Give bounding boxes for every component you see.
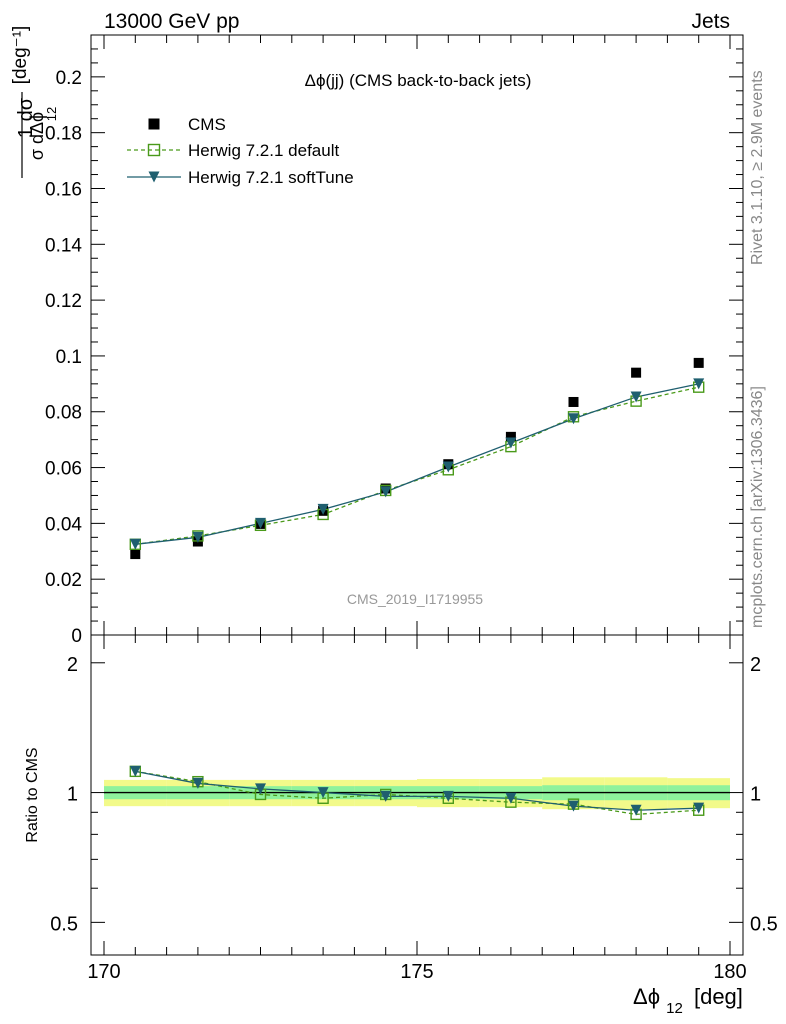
data-point-cms: [631, 367, 642, 378]
rivet-label: Rivet 3.1.10, ≥ 2.9M events: [749, 70, 766, 265]
ratio-y-tick-label: 2: [67, 654, 78, 676]
data-point-herwig-softtune: [317, 503, 329, 515]
y-tick-label: 0.02: [45, 570, 82, 591]
y-tick-label: 0.04: [45, 514, 82, 535]
ratio-point-herwig-softtune: [630, 804, 642, 816]
ratio-axis-ticks: 170 175 180 0.5 0.5 1 1 2 2: [50, 635, 778, 983]
x-tick-label: 180: [713, 961, 746, 983]
data-point-cms: [130, 549, 141, 560]
ratio-y-tick-label: 0.5: [50, 913, 78, 935]
legend-marker-herwig-softtune: [148, 171, 160, 183]
y-tick-label: 0.16: [45, 179, 82, 200]
main-axis-ticks: 0 0.02 0.04 0.06 0.08 0.1 0.12 0.14 0.16 0.18 0.2: [45, 35, 743, 647]
x-tick-label: 175: [400, 961, 433, 983]
ratio-y-tick-label-right: 2: [750, 654, 761, 676]
legend-label: CMS: [188, 115, 226, 134]
ratio-point-herwig-softtune: [192, 777, 204, 789]
data-point-herwig-softtune: [693, 378, 705, 390]
ratio-line-solid: [135, 770, 699, 811]
legend-marker-cms: [148, 118, 160, 130]
y-label-denominator: σ dΔϕ: [27, 112, 47, 160]
main-plot-content: [129, 357, 705, 560]
ratio-point-herwig-softtune: [568, 800, 579, 812]
ratio-point-herwig-softtune: [380, 790, 392, 802]
x-tick-label: 170: [87, 961, 120, 983]
ratio-point-herwig-softtune: [505, 792, 517, 804]
ratio-point-herwig-softtune: [129, 765, 141, 777]
ratio-y-tick-label-right: 0.5: [750, 913, 778, 935]
ratio-point-herwig-softtune: [317, 787, 329, 799]
data-point-herwig-softtune: [505, 437, 517, 449]
ratio-point-herwig-softtune: [442, 790, 454, 802]
y-label-unit: [deg⁻¹]: [10, 26, 31, 85]
data-point-herwig-softtune: [630, 391, 642, 403]
legend: CMS Herwig 7.2.1 default Herwig 7.2.1 soft…: [127, 115, 354, 187]
data-point-herwig-softtune: [380, 486, 392, 498]
mcplots-label: mcplots.cern.ch [arXiv:1306.3436]: [749, 386, 766, 628]
data-point-herwig-softtune: [129, 538, 141, 550]
ratio-y-tick-label-right: 1: [750, 784, 761, 806]
series-line-solid: [135, 383, 699, 545]
data-point-herwig-softtune: [442, 461, 454, 473]
header-right: Jets: [691, 10, 730, 33]
data-point-cms: [568, 396, 579, 407]
y-tick-label: 0.14: [45, 235, 82, 256]
data-point-herwig-softtune: [255, 517, 266, 529]
ratio-y-tick-label: 1: [67, 784, 78, 806]
ratio-point-herwig-softtune: [693, 802, 705, 814]
svg-text:Δϕ 12 [deg]: Δϕ 12 [deg]: [633, 984, 743, 1018]
ratio-line-dashed: [135, 770, 699, 816]
ratio-y-label: Ratio to CMS: [24, 747, 41, 842]
x-label-unit: [deg]: [694, 984, 743, 1009]
legend-label: Herwig 7.2.1 softTune: [188, 168, 354, 187]
ratio-point-herwig-softtune: [255, 783, 266, 795]
header-left: 13000 GeV pp: [104, 10, 239, 33]
plot-title: Δϕ(jj) (CMS back-to-back jets): [305, 71, 532, 90]
y-tick-label: 0.06: [45, 459, 82, 480]
legend-label: Herwig 7.2.1 default: [188, 141, 339, 160]
y-label-sub: 12: [44, 107, 59, 121]
data-point-herwig-softtune: [568, 413, 579, 425]
x-label-sub: 12: [666, 1000, 683, 1017]
y-label-fraction: 1 dσ: [15, 97, 37, 138]
y-tick-label: 0.2: [56, 68, 82, 89]
data-point-herwig-softtune: [192, 531, 204, 543]
main-y-label: 1 dσ σ dΔϕ 12 [deg⁻¹]: [10, 26, 59, 178]
ratio-panel: 170 175 180 0.5 0.5 1 1 2 2 Ratio to CMS: [24, 634, 778, 983]
series-line-dashed: [135, 386, 699, 545]
y-tick-label: 0.12: [45, 291, 82, 312]
main-panel: 00.020.040.060.080.10.120.140.160.180.2 …: [45, 34, 744, 647]
y-tick-label: 0: [71, 626, 82, 647]
x-label-symbol: Δϕ: [633, 984, 660, 1009]
y-tick-label: 0.1: [56, 347, 82, 368]
x-axis-label: Δϕ 12 [deg]: [633, 984, 743, 1018]
legend-marker-herwig-default: [147, 143, 161, 157]
data-point-cms: [505, 431, 516, 442]
analysis-id: CMS_2019_I1719955: [347, 591, 483, 607]
y-tick-label: 0.08: [45, 403, 82, 424]
data-point-cms: [693, 357, 704, 368]
y-tick-label: 0.18: [45, 124, 82, 145]
ratio-plot-content: [104, 765, 730, 821]
